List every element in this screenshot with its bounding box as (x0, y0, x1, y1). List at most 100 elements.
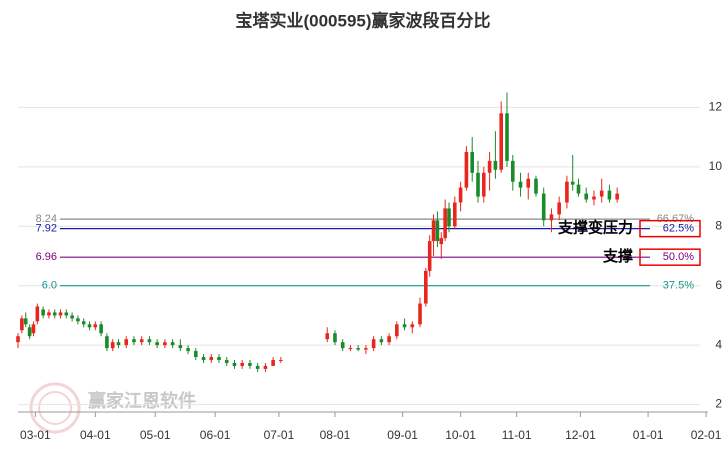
y-tick-label: 12 (709, 100, 723, 114)
candle-body (615, 193, 619, 200)
candle-body (27, 327, 32, 337)
x-tick-label: 12-01 (565, 428, 596, 442)
candle-body (194, 351, 198, 358)
candle-body (124, 339, 129, 346)
watermark-logo (29, 382, 81, 434)
x-tick-label: 01-01 (633, 428, 664, 442)
candle-body (427, 241, 432, 271)
candle-body (116, 342, 121, 346)
level-label: 6.0 (42, 280, 57, 292)
level-percent: 62.5% (663, 223, 694, 235)
candle-body (565, 181, 569, 203)
candle-body (439, 238, 444, 245)
y-tick-label: 10 (709, 159, 723, 173)
y-tick-label: 6 (715, 278, 722, 292)
candle-body (549, 214, 554, 221)
candle-body (23, 318, 28, 325)
candle-body (431, 220, 436, 242)
candle-body (232, 362, 237, 366)
candle-body (87, 324, 92, 328)
candle-body (584, 193, 589, 200)
candle-body (155, 342, 159, 346)
level-label: 6.96 (36, 251, 57, 263)
candle-body (526, 178, 531, 188)
candle-body (510, 160, 515, 182)
candle-body (163, 342, 167, 346)
x-tick-label: 07-01 (264, 428, 295, 442)
candle-body (64, 312, 69, 316)
candle-body (592, 196, 596, 200)
candle-body (255, 365, 260, 369)
candle-body (453, 202, 457, 227)
x-tick-label: 02-01 (691, 428, 722, 442)
candle-body (263, 365, 268, 369)
candle-body (557, 202, 561, 215)
candle-body (356, 348, 360, 350)
candle-body (178, 345, 183, 349)
candle-body (534, 178, 538, 194)
x-tick-label: 11-01 (502, 428, 532, 442)
candle-body (576, 184, 581, 194)
level-label: 7.92 (36, 223, 57, 235)
candle-body (224, 359, 229, 363)
level-percent: 37.5% (663, 280, 694, 292)
x-tick-label: 03-01 (20, 428, 51, 442)
candle-body (271, 359, 275, 366)
watermark: 赢家江恩软件 (88, 390, 196, 411)
candle-body (240, 362, 245, 366)
candle-body (209, 357, 214, 360)
candle-body (186, 348, 190, 352)
level-note: 支撑 (602, 247, 633, 265)
candle-body (110, 342, 115, 349)
candle-body (58, 312, 63, 316)
candle-body (52, 312, 57, 316)
candle-body (139, 339, 144, 343)
candle-body (481, 172, 486, 197)
candle-body (20, 318, 24, 331)
candle-body (379, 339, 384, 343)
chart-title: 宝塔实业(000595)赢家波段百分比 (235, 10, 490, 30)
x-tick-label: 09-01 (387, 428, 418, 442)
candle-body (607, 190, 612, 200)
candle-body (93, 324, 98, 328)
y-tick-label: 8 (715, 218, 722, 232)
level-note: 支撑变压力 (557, 219, 633, 237)
candle-body (340, 342, 345, 349)
candle-body (348, 348, 353, 350)
candle-body (410, 324, 415, 328)
candle-body (364, 348, 368, 350)
candle-body (470, 151, 475, 173)
candle-body (81, 321, 86, 325)
candle-body (447, 208, 451, 227)
candle-body (31, 324, 36, 334)
x-tick-label: 05-01 (140, 428, 171, 442)
candle-body (47, 312, 51, 316)
candle-body (41, 309, 45, 316)
candle-body (170, 342, 175, 346)
candle-body (435, 220, 440, 242)
candle-body (279, 359, 283, 361)
candle-body (201, 357, 206, 360)
candle-body (387, 336, 391, 343)
x-tick-label: 06-01 (200, 428, 231, 442)
candle-body (333, 333, 337, 343)
level-label: 8.24 (36, 213, 57, 225)
candle-body (325, 333, 330, 340)
candle-body (248, 362, 252, 366)
level-percent: 50.0% (663, 251, 694, 263)
candle-body (132, 339, 136, 343)
candle-body (476, 172, 480, 197)
candle-body (35, 306, 40, 322)
candle-body (518, 181, 523, 188)
candle-body (395, 324, 399, 337)
x-tick-label: 04-01 (80, 428, 111, 442)
y-tick-label: 2 (715, 397, 722, 411)
candle-body (505, 113, 509, 161)
candle-body (487, 160, 492, 173)
x-tick-label: 08-01 (320, 428, 351, 442)
level-percent: 66.67% (657, 213, 695, 225)
candle-body (458, 187, 463, 203)
highlight-box (639, 248, 701, 266)
x-tick-label: 10-01 (445, 428, 476, 442)
